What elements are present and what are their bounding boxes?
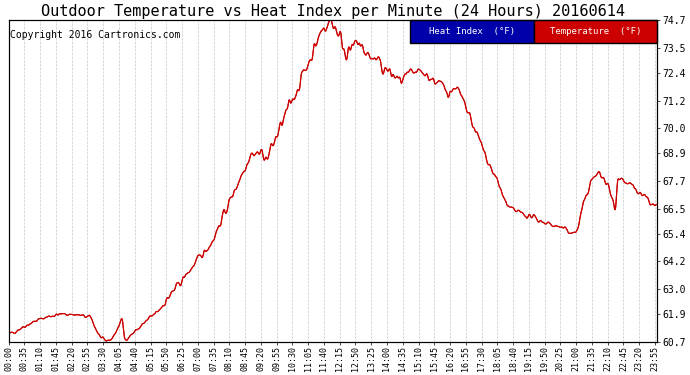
Text: Temperature  (°F): Temperature (°F) [549, 27, 641, 36]
FancyBboxPatch shape [411, 20, 533, 43]
Title: Outdoor Temperature vs Heat Index per Minute (24 Hours) 20160614: Outdoor Temperature vs Heat Index per Mi… [41, 4, 624, 19]
Text: Copyright 2016 Cartronics.com: Copyright 2016 Cartronics.com [10, 30, 180, 40]
FancyBboxPatch shape [533, 20, 657, 43]
Text: Heat Index  (°F): Heat Index (°F) [429, 27, 515, 36]
